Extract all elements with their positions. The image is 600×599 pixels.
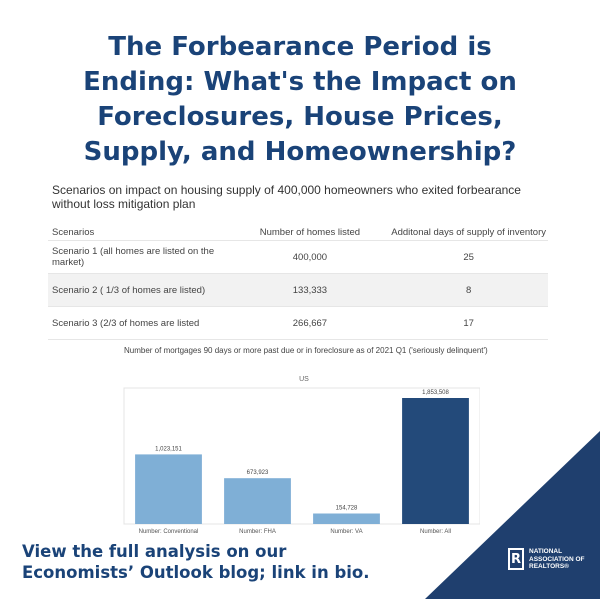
data-label: 673,923	[247, 470, 269, 476]
nar-logo: R NATIONAL ASSOCIATION OF REALTORS®	[508, 548, 585, 571]
header-days-supply: Additonal days of supply of inventory	[391, 227, 546, 238]
header-homes-listed: Number of homes listed	[259, 227, 361, 238]
series-label: US	[299, 376, 309, 383]
headline: The Forbearance Period is Ending: What's…	[20, 30, 580, 170]
logo-line-2: ASSOCIATION OF	[529, 555, 585, 563]
days-cell: 25	[463, 251, 474, 263]
logo-wordmark: NATIONAL ASSOCIATION OF REALTORS®	[529, 548, 585, 571]
chart-title: Number of mortgages 90 days or more past…	[124, 346, 488, 355]
table-row: Scenario 2 ( 1/3 of homes are listed) 13…	[48, 274, 548, 307]
header-scenarios: Scenarios	[52, 227, 95, 238]
category-label: Number: All	[420, 529, 451, 535]
footer-line-2: Economists’ Outlook blog; link in bio.	[22, 563, 370, 582]
table-header-row: Scenarios Number of homes listed Additon…	[48, 214, 548, 241]
category-label: Number: FHA	[239, 529, 276, 535]
days-cell: 8	[465, 284, 472, 296]
headline-line-4: Supply, and Homeownership?	[83, 137, 517, 167]
corner-triangle	[425, 431, 600, 599]
category-label: Number: Conventional	[139, 529, 199, 535]
bar-number-fha	[224, 478, 291, 524]
scenario-cell: Scenario 1 (all homes are listed on the …	[52, 246, 215, 268]
delinquency-bar-chart: US 1,023,151 Number: Conventional 673,923 N…	[123, 376, 480, 535]
homes-cell: 266,667	[292, 317, 328, 329]
table-title: Scenarios on impact on housing supply of…	[52, 183, 521, 211]
footer-line-1: View the full analysis on our	[22, 542, 287, 561]
data-label: 1,023,151	[155, 446, 182, 452]
logo-line-3: REALTORS®	[529, 563, 569, 570]
bar-number-va	[313, 513, 380, 524]
headline-line-2: Ending: What's the Impact on	[83, 67, 517, 97]
corner-shape	[425, 431, 600, 599]
category-label: Number: VA	[330, 529, 362, 535]
homes-cell: 400,000	[292, 251, 328, 263]
data-label: 1,853,508	[422, 390, 449, 396]
table-row: Scenario 3 (2/3 of homes are listed 266,…	[48, 307, 548, 340]
headline-line-1: The Forbearance Period is	[108, 32, 492, 62]
scenario-cell: Scenario 2 ( 1/3 of homes are listed)	[52, 284, 206, 296]
logo-line-1: NATIONAL	[529, 548, 563, 555]
scenario-cell: Scenario 3 (2/3 of homes are listed	[52, 317, 200, 329]
plot-frame	[123, 387, 480, 525]
homes-cell: 133,333	[292, 284, 328, 296]
table-row: Scenario 1 (all homes are listed on the …	[48, 241, 548, 274]
scenario-table: Scenarios Number of homes listed Additon…	[48, 214, 548, 340]
bar-number-conventional	[135, 454, 202, 524]
realtor-r-icon: R	[508, 548, 524, 571]
headline-line-3: Foreclosures, House Prices,	[97, 102, 503, 132]
data-label: 154,728	[336, 506, 358, 512]
days-cell: 17	[463, 317, 474, 329]
footer-call-to-action: View the full analysis on our Economists…	[22, 541, 402, 583]
bar-number-all	[402, 398, 469, 524]
